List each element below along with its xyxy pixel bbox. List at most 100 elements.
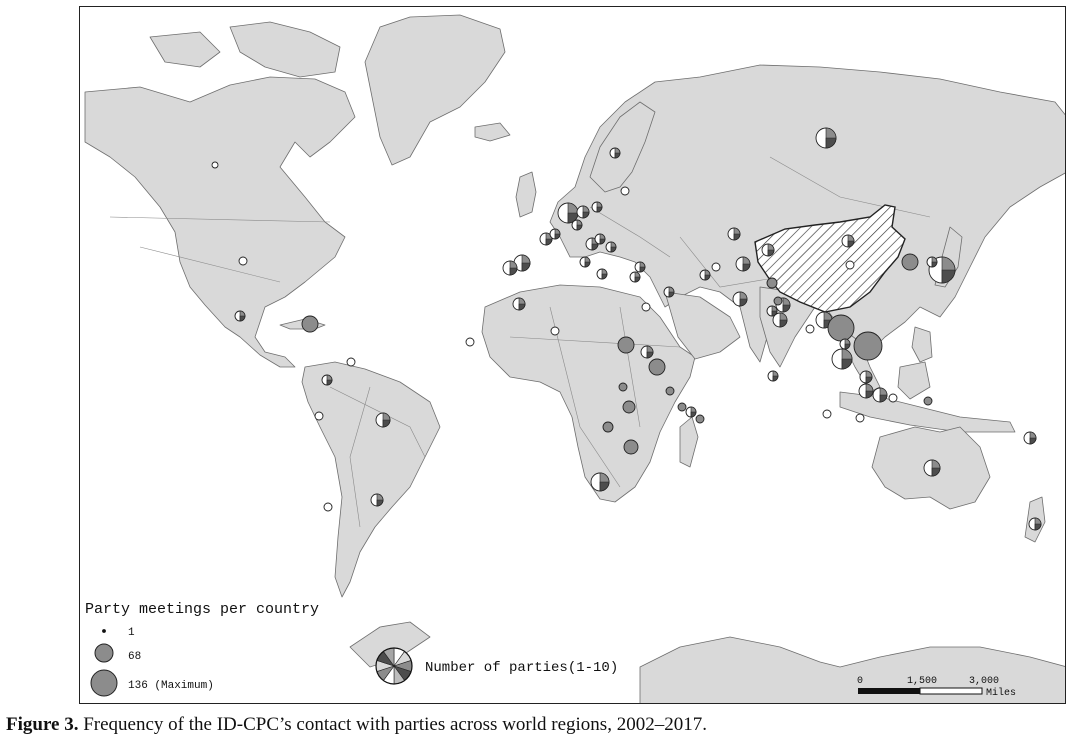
country-meeting-pie — [640, 345, 654, 359]
country-meeting-symbol — [853, 331, 883, 361]
philippines — [911, 326, 933, 363]
country-meeting-symbol — [620, 186, 630, 196]
country-meeting-pie — [1023, 431, 1037, 445]
country-meeting-pie — [839, 338, 851, 350]
country-meeting-pie — [872, 387, 888, 403]
antarctic-peninsula — [349, 621, 431, 668]
caption-text: Frequency of the ID-CPC’s contact with p… — [78, 714, 707, 735]
legend-circle-136 — [90, 669, 118, 697]
country-meeting-symbol — [648, 358, 666, 376]
africa — [481, 284, 696, 503]
country-meeting-symbol — [323, 502, 333, 512]
country-meeting-symbol — [211, 161, 219, 169]
scandinavia — [589, 101, 656, 193]
borneo — [897, 361, 931, 400]
country-meeting-pie — [576, 205, 590, 219]
legend: Party meetings per country 1 68 136 (Max… — [85, 601, 618, 697]
meeting-symbols — [211, 127, 1042, 531]
country-meeting-symbol — [711, 262, 721, 272]
country-meeting-symbol — [845, 260, 855, 270]
scale-segment-light — [919, 687, 983, 695]
legend-pie-icon — [375, 647, 413, 685]
country-meeting-symbol — [888, 393, 898, 403]
country-meeting-pie — [767, 370, 779, 382]
country-meeting-pie — [928, 256, 956, 284]
country-meeting-pie — [321, 374, 333, 386]
country-meeting-pie — [557, 202, 579, 224]
scale-tick-0: 0 — [857, 676, 863, 687]
south-america — [301, 361, 441, 598]
country-meeting-symbol — [827, 314, 855, 342]
country-meeting-symbol — [641, 302, 651, 312]
legend-label-136: 136 (Maximum) — [128, 680, 214, 692]
country-meeting-symbol — [550, 326, 560, 336]
madagascar — [679, 416, 699, 468]
country-meeting-symbol — [923, 396, 933, 406]
country-meeting-pie — [766, 305, 778, 317]
country-meeting-symbol — [623, 439, 639, 455]
arctic-islands — [229, 21, 341, 78]
country-meeting-symbol — [465, 337, 475, 347]
greenland — [364, 14, 506, 166]
country-meeting-pie — [375, 412, 391, 428]
country-meeting-pie — [1028, 517, 1042, 531]
country-meeting-pie — [761, 243, 775, 257]
country-meeting-pie — [512, 297, 526, 311]
country-meeting-pie — [732, 291, 748, 307]
country-meeting-symbol — [238, 256, 248, 266]
country-meeting-pie — [831, 348, 853, 370]
caption-label: Figure 3. — [6, 714, 79, 735]
country-meeting-symbol — [617, 336, 635, 354]
country-meeting-symbol — [618, 382, 628, 392]
country-meeting-pie — [605, 241, 617, 253]
country-meeting-pie — [590, 472, 610, 492]
world-map: Party meetings per country 1 68 136 (Max… — [79, 6, 1066, 704]
country-meeting-pie — [549, 228, 561, 240]
country-meeting-symbol — [301, 315, 319, 333]
country-meeting-pie — [735, 256, 751, 272]
arabia — [664, 291, 741, 360]
country-meeting-pie — [858, 383, 874, 399]
legend-label-68: 68 — [128, 651, 141, 663]
scale-tick-3000: 3,000 — [969, 676, 999, 687]
hudson-bay-island — [149, 31, 221, 68]
scale-bar: 0 1,500 3,000 Miles — [857, 676, 1016, 699]
country-meeting-pie — [772, 312, 788, 328]
country-meeting-pie — [923, 459, 941, 477]
country-meeting-pie — [591, 201, 603, 213]
country-meeting-pie — [663, 286, 675, 298]
country-meeting-symbol — [766, 277, 778, 289]
country-meeting-pie — [596, 268, 608, 280]
country-meeting-pie — [370, 493, 384, 507]
legend-pie-label: Number of parties(1-10) — [425, 660, 618, 676]
country-meeting-symbol — [901, 253, 919, 271]
country-meeting-pie — [859, 370, 873, 384]
china-hatched — [754, 204, 906, 313]
country-meeting-symbol — [622, 400, 636, 414]
country-meeting-symbol — [822, 409, 832, 419]
country-meeting-pie — [634, 261, 646, 273]
country-meeting-symbol — [314, 411, 324, 421]
country-meeting-pie — [727, 227, 741, 241]
country-meeting-pie — [629, 271, 641, 283]
country-meeting-pie — [571, 219, 583, 231]
antarctica — [639, 636, 1065, 703]
country-meeting-pie — [502, 260, 518, 276]
country-meeting-symbol — [665, 386, 675, 396]
map-canvas: Party meetings per country 1 68 136 (Max… — [84, 14, 1065, 703]
country-meeting-symbol — [773, 296, 783, 306]
country-meeting-pie — [513, 254, 531, 272]
iceland — [474, 122, 511, 142]
country-meeting-pie — [815, 127, 837, 149]
country-meeting-pie — [609, 147, 621, 159]
country-meeting-symbol — [346, 357, 356, 367]
legend-circle-1 — [102, 629, 106, 633]
country-meeting-pie — [841, 234, 855, 248]
country-meeting-symbol — [805, 324, 815, 334]
scale-tick-1500: 1,500 — [907, 676, 937, 687]
legend-pie-outline — [375, 647, 413, 685]
scale-segment-dark — [858, 688, 920, 694]
scale-unit: Miles — [986, 687, 1016, 699]
country-meeting-pie — [594, 233, 606, 245]
country-meeting-pie — [234, 310, 246, 322]
